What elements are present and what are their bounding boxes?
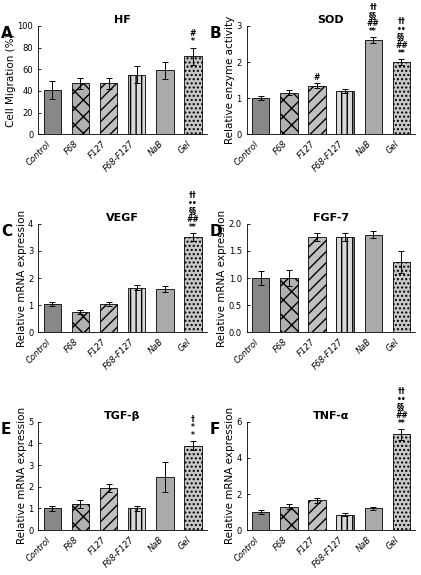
Y-axis label: Relative enzyme activity: Relative enzyme activity (225, 16, 235, 144)
Bar (72, 504, 89, 530)
Bar (43, 508, 61, 530)
Text: E: E (1, 421, 11, 436)
Text: A: A (1, 26, 13, 41)
Text: B: B (210, 26, 221, 41)
Bar (184, 56, 202, 135)
Y-axis label: Relative mRNA expression: Relative mRNA expression (217, 209, 227, 347)
Title: SOD: SOD (318, 15, 344, 25)
Bar (365, 508, 382, 530)
Bar (308, 237, 326, 332)
Bar (72, 83, 89, 135)
Bar (43, 90, 61, 135)
Bar (336, 237, 354, 332)
Text: ††
••
§§
##
**: †† •• §§ ## ** (395, 387, 408, 428)
Text: ††
§§
##
**: †† §§ ## ** (367, 3, 380, 36)
Title: FGF-7: FGF-7 (313, 213, 349, 223)
Text: ††
••
§§
##
**: †† •• §§ ## ** (395, 17, 408, 58)
Bar (393, 434, 410, 530)
Bar (336, 515, 354, 530)
Bar (128, 508, 145, 530)
Bar (100, 304, 117, 332)
Title: TNF-α: TNF-α (313, 411, 349, 421)
Bar (100, 83, 117, 135)
Bar (184, 237, 202, 332)
Bar (128, 288, 145, 332)
Text: #
*: # * (190, 29, 196, 47)
Bar (156, 477, 173, 530)
Text: ††
••
§§
##
**: †† •• §§ ## ** (187, 191, 199, 232)
Title: TGF-β: TGF-β (104, 411, 141, 421)
Bar (365, 235, 382, 332)
Title: VEGF: VEGF (106, 213, 139, 223)
Bar (128, 75, 145, 135)
Bar (156, 70, 173, 135)
Bar (308, 86, 326, 135)
Text: †
*
*: † * * (191, 415, 195, 440)
Bar (100, 488, 117, 530)
Bar (72, 312, 89, 332)
Bar (308, 500, 326, 530)
Text: F: F (210, 421, 220, 436)
Bar (252, 278, 269, 332)
Y-axis label: Cell Migration (%): Cell Migration (%) (6, 33, 16, 127)
Bar (280, 507, 298, 530)
Y-axis label: Relative mRNA expression: Relative mRNA expression (16, 209, 27, 347)
Bar (184, 446, 202, 530)
Bar (393, 262, 410, 332)
Bar (156, 289, 173, 332)
Bar (280, 278, 298, 332)
Bar (336, 91, 354, 135)
Bar (393, 62, 410, 135)
Text: C: C (1, 224, 12, 239)
Text: D: D (210, 224, 222, 239)
Bar (43, 304, 61, 332)
Text: #: # (314, 72, 320, 82)
Bar (252, 512, 269, 530)
Bar (252, 98, 269, 135)
Bar (365, 40, 382, 135)
Bar (280, 93, 298, 135)
Y-axis label: Relative mRNA expression: Relative mRNA expression (225, 407, 235, 545)
Y-axis label: Relative mRNA expression: Relative mRNA expression (16, 407, 27, 545)
Title: HF: HF (114, 15, 131, 25)
